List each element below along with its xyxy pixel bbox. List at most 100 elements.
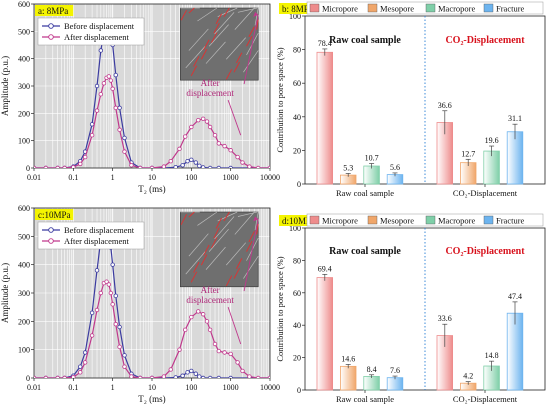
- data-point: [168, 158, 173, 164]
- y-tick-label: 100: [18, 137, 30, 146]
- panel-tag: a: 8MPa: [38, 6, 68, 16]
- group-title: CO₂-Displacement: [445, 35, 525, 46]
- inset-crack: [225, 275, 233, 287]
- legend-swatch: [309, 3, 320, 13]
- line-panel-2: 0.01 0.1 1 10 100 1000 10000 0 100 200 300 400 500 60…: [0, 204, 280, 404]
- y-tick-label: 100: [18, 346, 30, 355]
- data-point: [94, 307, 100, 313]
- inset-streak: [243, 50, 259, 73]
- data-point: [228, 165, 233, 168]
- legend-swatch: [483, 215, 494, 225]
- data-point: [222, 143, 227, 149]
- legend-label: Macropore: [438, 216, 476, 226]
- y-tick-label: 40: [293, 321, 301, 330]
- data-point: [55, 165, 60, 168]
- data-point: [267, 165, 270, 168]
- y-tick-label: 200: [18, 317, 30, 326]
- data-label: 10.7: [365, 154, 379, 163]
- inset-crack: [180, 9, 187, 21]
- x-tick-label: 100: [185, 173, 197, 182]
- inset-crack: [190, 65, 198, 77]
- legend-label: After displacement: [64, 32, 130, 42]
- panel-tag: b: 8MPa: [282, 4, 313, 14]
- legend-marker: [48, 23, 54, 29]
- group-title: Raw coal sample: [329, 246, 401, 257]
- data-point: [255, 165, 261, 168]
- data-label: 47.4: [508, 292, 522, 301]
- y-tick-label: 400: [18, 55, 30, 64]
- data-point: [113, 105, 118, 111]
- inset-streak: [214, 216, 235, 240]
- y-axis-title: Amplitude (p.u.): [0, 263, 10, 323]
- inset-crack: [256, 223, 259, 235]
- data-point: [207, 327, 213, 333]
- data-point: [78, 364, 83, 369]
- x-tick-label: 1000: [223, 383, 239, 392]
- data-point: [183, 134, 188, 139]
- inset-crack: [213, 227, 220, 239]
- y-tick-label: 0: [26, 164, 30, 173]
- inset-crack: [233, 267, 240, 279]
- x-tick-label: 0.1: [68, 173, 78, 182]
- x-axis-title: T₂ (ms): [138, 184, 165, 194]
- legend-swatch: [367, 215, 378, 225]
- legend-label: Macropore: [438, 4, 476, 14]
- data-point: [106, 74, 112, 79]
- y-tick-label: 600: [18, 0, 30, 9]
- legend: Micropore Mesopore Macropore Fracture: [306, 1, 544, 15]
- y-tick-label: 500: [18, 27, 30, 36]
- data-point: [235, 360, 240, 365]
- annotation-arrow: [227, 99, 242, 136]
- bar-panel-3: 0 20 40 60 80 100 Contribution to pore space (…: [275, 213, 546, 404]
- data-point: [34, 375, 37, 378]
- data-point: [168, 367, 173, 372]
- annotation-line: displacement: [186, 295, 234, 305]
- data-point: [89, 310, 95, 316]
- inset-crack: [215, 13, 222, 25]
- data-point: [117, 324, 122, 330]
- data-point: [117, 127, 122, 132]
- group-title: Raw coal sample: [329, 35, 401, 46]
- panel-tag: d:10MPa: [282, 216, 315, 226]
- inset-streak: [234, 211, 255, 235]
- data-label: 4.2: [463, 372, 473, 381]
- inset-streak: [205, 246, 226, 270]
- legend-label: Micropore: [322, 4, 358, 14]
- y-tick-label: 80: [293, 46, 301, 55]
- inset-crack: [211, 32, 218, 43]
- inset-streak: [237, 211, 258, 217]
- y-tick-label: 500: [18, 232, 30, 241]
- annotation-line: After: [201, 285, 220, 295]
- bar: [506, 312, 524, 391]
- data-point: [207, 165, 213, 168]
- y-tick-label: 20: [293, 354, 301, 363]
- inset-crack: [248, 231, 255, 243]
- data-point: [212, 132, 218, 138]
- data-point: [106, 282, 112, 287]
- inset-crack: [203, 244, 210, 256]
- x-tick-label: CO₂-Displacement: [453, 188, 518, 198]
- data-point: [137, 375, 143, 378]
- data-point: [228, 148, 233, 153]
- data-label: 69.4: [318, 264, 332, 273]
- inset-crack: [235, 52, 243, 64]
- inset-crack: [203, 39, 210, 51]
- data-point: [204, 319, 210, 324]
- legend-box: [37, 221, 145, 250]
- inset-crack: [193, 56, 200, 67]
- panel-tag-background: [279, 215, 318, 226]
- y-tick-label: 200: [18, 109, 30, 118]
- data-label: 78.4: [318, 39, 332, 48]
- data-point: [101, 81, 107, 86]
- x-tick-label: 10000: [260, 383, 280, 392]
- data-point: [204, 119, 210, 124]
- y-tick-label: 0: [26, 374, 30, 383]
- panel-tag-background: [35, 5, 74, 16]
- legend-label: Before displacement: [64, 225, 135, 235]
- inset-streak: [197, 211, 218, 226]
- annotation-arrow: [227, 306, 242, 345]
- inset-crack: [235, 258, 243, 270]
